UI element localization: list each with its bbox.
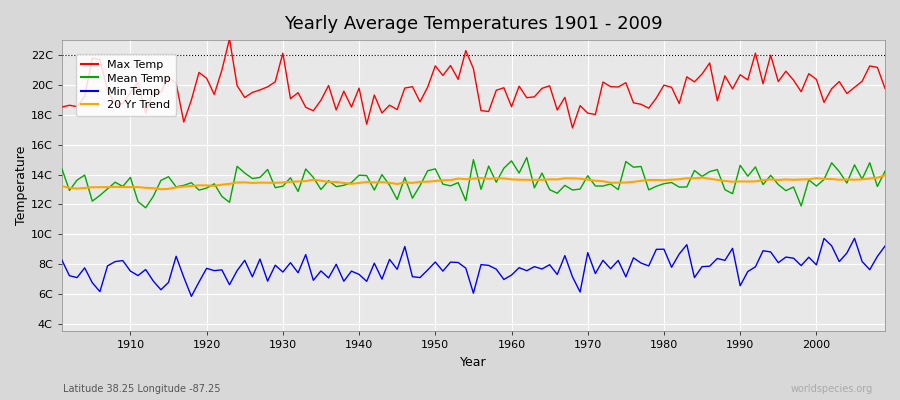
Text: worldspecies.org: worldspecies.org [791, 384, 873, 394]
Legend: Max Temp, Mean Temp, Min Temp, 20 Yr Trend: Max Temp, Mean Temp, Min Temp, 20 Yr Tre… [76, 54, 176, 116]
X-axis label: Year: Year [460, 356, 487, 369]
Title: Yearly Average Temperatures 1901 - 2009: Yearly Average Temperatures 1901 - 2009 [284, 15, 662, 33]
Y-axis label: Temperature: Temperature [15, 146, 28, 226]
Text: Latitude 38.25 Longitude -87.25: Latitude 38.25 Longitude -87.25 [63, 384, 220, 394]
